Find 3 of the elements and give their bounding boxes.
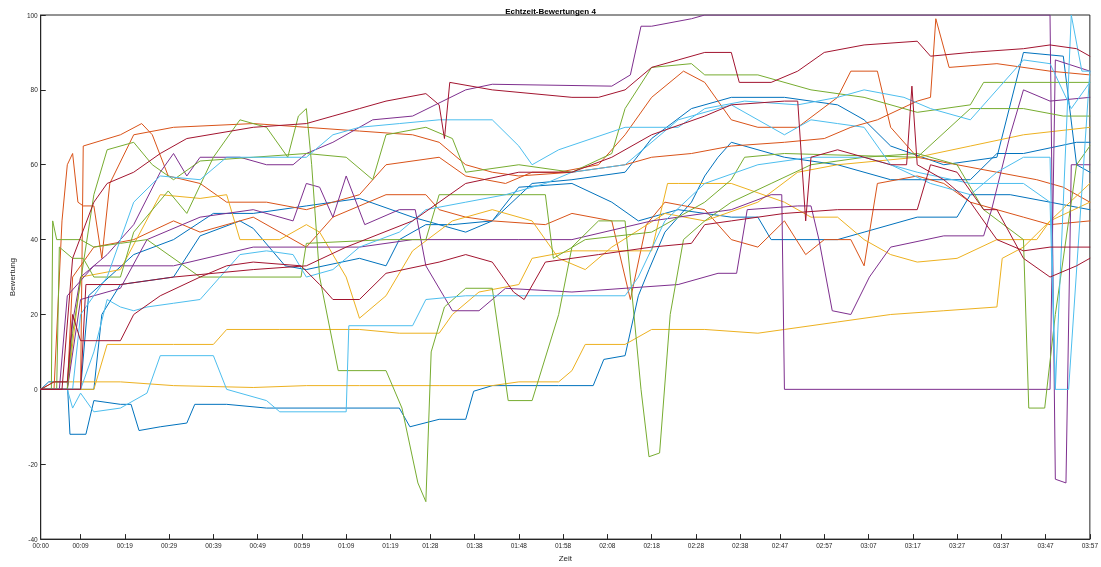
y-axis-title: Bewertung: [7, 257, 17, 297]
x-axis-title: Zeit: [558, 553, 573, 563]
chart-title: Echtzeit-Bewertungen 4: [505, 6, 597, 16]
